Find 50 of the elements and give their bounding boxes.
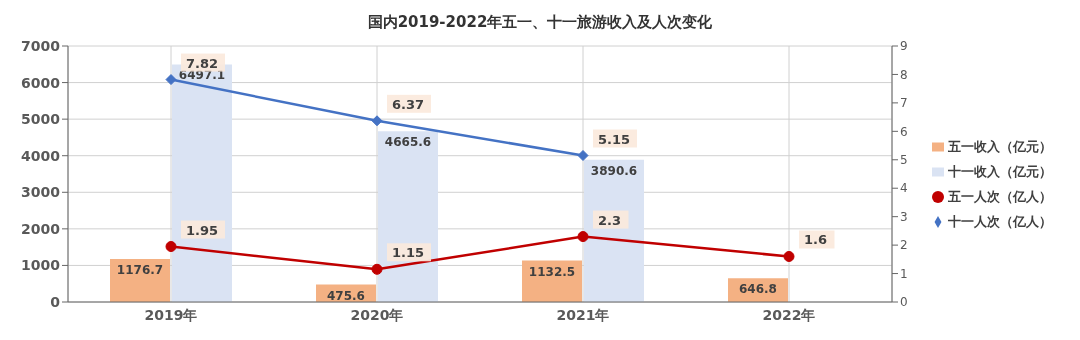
data-label: 475.6: [327, 288, 365, 303]
legend-label: 十一收入（亿元）: [948, 164, 1052, 179]
bar: [378, 131, 438, 302]
data-label: 646.8: [739, 282, 777, 297]
point: [783, 250, 795, 262]
x-tick-label: 2021年: [556, 306, 610, 323]
y2-tick-label: 1: [900, 266, 908, 281]
data-label: 4665.6: [384, 135, 432, 150]
y-tick-label: 5000: [21, 111, 61, 128]
point: [371, 115, 383, 127]
data-label: 1.95: [186, 222, 219, 238]
y2-tick-label: 3: [900, 209, 908, 224]
data-label: 6.37: [392, 96, 425, 112]
y-tick-label: 1000: [21, 257, 61, 274]
y2-tick-label: 6: [900, 124, 908, 139]
y2-tick-label: 8: [900, 67, 908, 82]
point: [577, 150, 589, 162]
data-label: 1132.5: [528, 264, 576, 279]
x-tick-label: 2022年: [762, 306, 816, 323]
legend-label: 十一人次（亿人）: [948, 214, 1052, 229]
legend-label: 五一人次（亿人）: [948, 189, 1052, 204]
y2-tick-label: 0: [900, 295, 908, 310]
y-tick-label: 7000: [21, 37, 61, 54]
data-label: 1.15: [392, 245, 425, 261]
y2-tick-label: 9: [900, 39, 908, 54]
point: [165, 241, 177, 253]
point: [371, 263, 383, 275]
y2-tick-label: 7: [900, 96, 908, 111]
y2-tick-label: 2: [900, 238, 908, 253]
point: [577, 231, 589, 243]
y2-tick-label: 4: [900, 181, 908, 196]
y2-tick-label: 5: [900, 153, 908, 168]
data-label: 7.82: [186, 55, 219, 71]
data-label: 3890.6: [590, 163, 638, 178]
y-tick-label: 3000: [21, 184, 61, 201]
y-tick-label: 6000: [21, 74, 61, 91]
point: [165, 74, 177, 86]
y-tick-label: 2000: [21, 220, 61, 237]
bar: [584, 159, 644, 302]
data-label: 5.15: [598, 131, 631, 147]
data-label: 1176.7: [116, 262, 164, 277]
y-tick-label: 0: [50, 293, 61, 310]
chart-title: 国内2019-2022年五一、十一旅游收入及人次变化: [366, 12, 714, 33]
data-label: 1.6: [804, 232, 828, 248]
data-label: 6497.1: [178, 68, 226, 83]
y-tick-label: 4000: [21, 147, 61, 164]
x-tick-label: 2019年: [144, 306, 198, 323]
legend-label: 五一收入（亿元）: [948, 139, 1052, 154]
x-tick-label: 2020年: [350, 306, 404, 323]
data-label: 2.3: [598, 212, 622, 228]
